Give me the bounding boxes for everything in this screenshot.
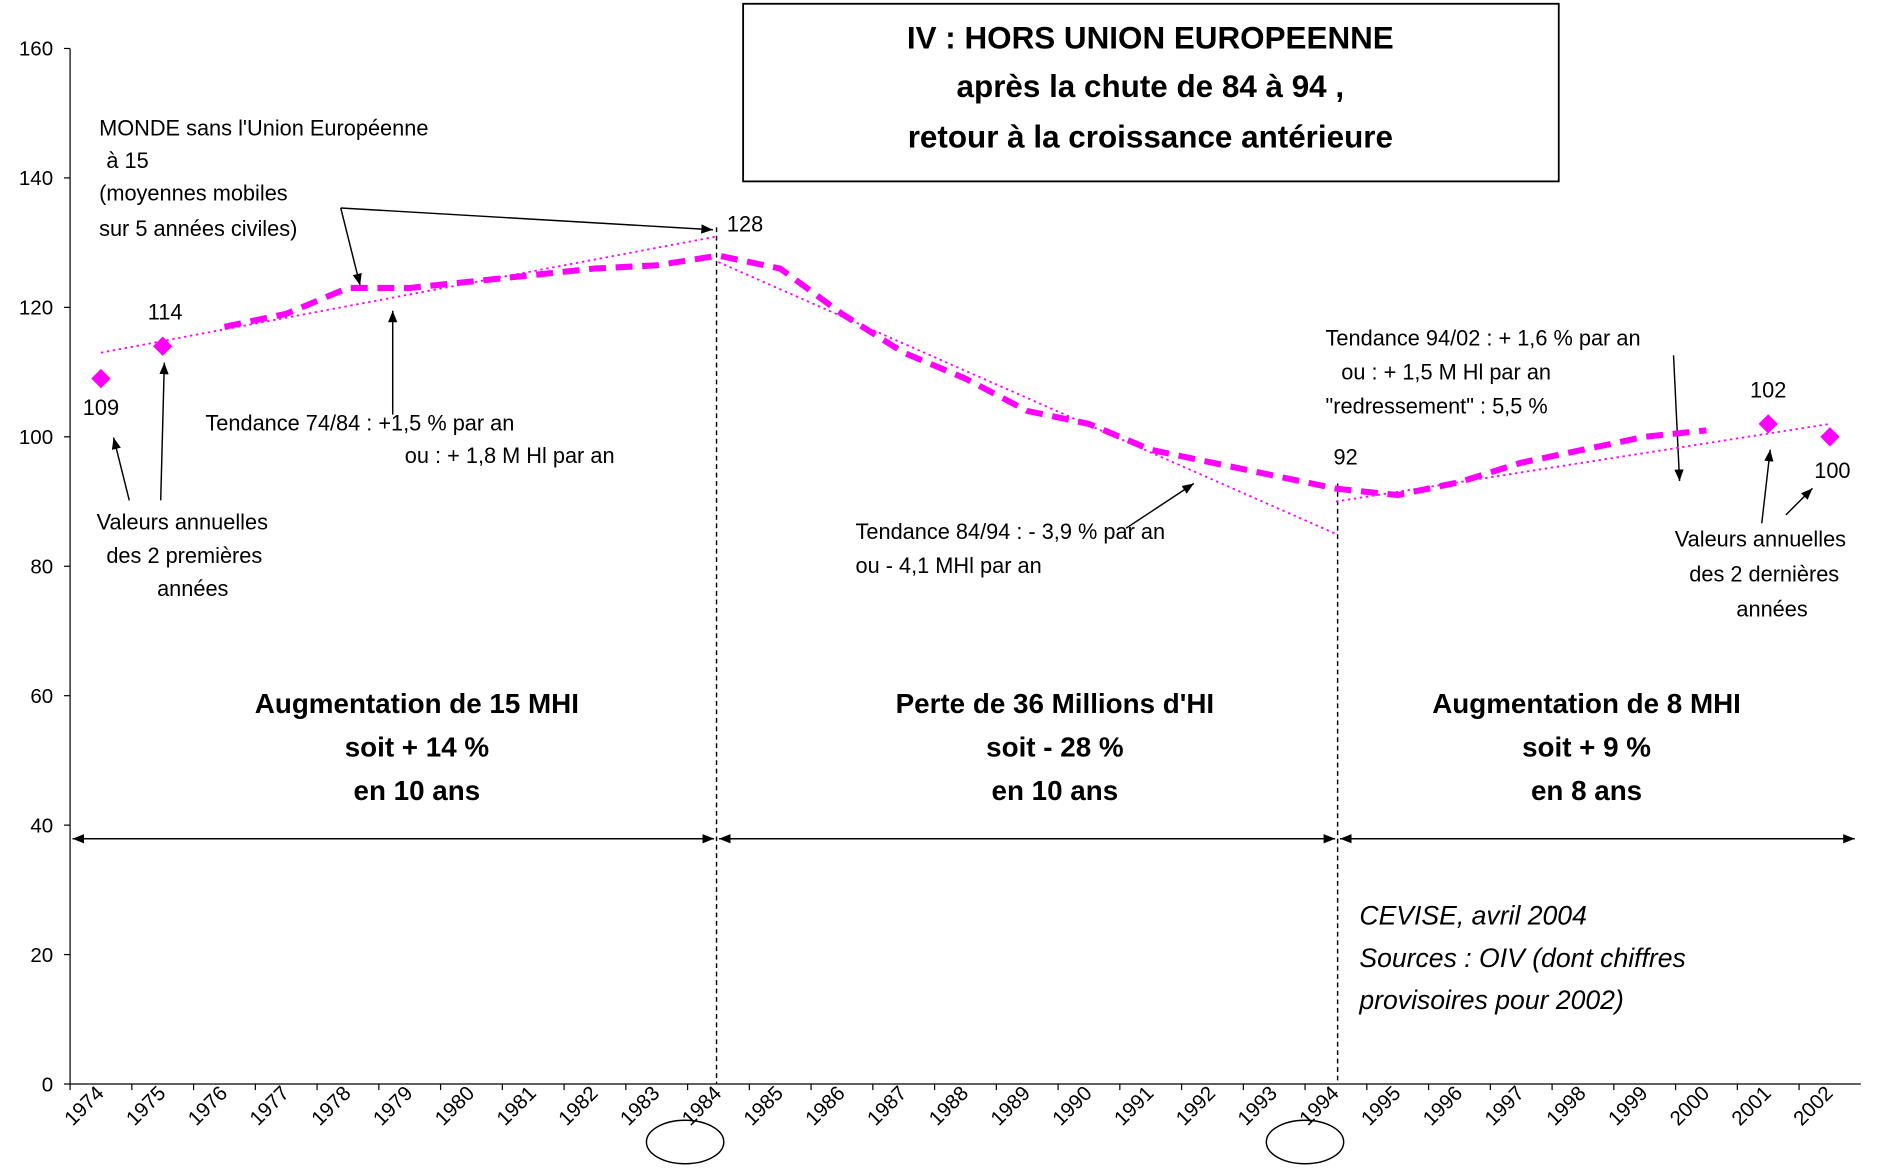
annotation: des 2 dernières [1689, 561, 1839, 586]
x-tick-label: 2002 [1789, 1082, 1838, 1131]
annotation: "redressement" : 5,5 % [1326, 393, 1548, 418]
data-label: 102 [1750, 377, 1786, 402]
trend-line [718, 261, 1337, 535]
period-label: soit - 28 % [986, 732, 1123, 763]
chart-title: après la chute de 84 à 94 , [957, 69, 1345, 104]
x-tick-label: 1992 [1171, 1082, 1220, 1131]
source-note: CEVISE, avril 2004 [1359, 901, 1587, 931]
x-tick-label: 1983 [616, 1082, 665, 1131]
annotation: (moyennes mobiles [99, 181, 288, 206]
data-point [1820, 427, 1840, 447]
moving-average-line [223, 252, 1707, 499]
x-tick-label: 1987 [863, 1082, 912, 1131]
x-tick-label: 1976 [183, 1082, 232, 1131]
x-tick-label: 1993 [1233, 1082, 1282, 1131]
x-tick-label: 2000 [1665, 1082, 1714, 1131]
period-label: Perte de 36 Millions d'HI [896, 688, 1214, 719]
title-box [742, 2, 1560, 183]
trend-line [1335, 422, 1831, 503]
annotation: ou : + 1,5 M Hl par an [1341, 360, 1551, 385]
period-label: Augmentation de 8 MHI [1432, 688, 1741, 719]
annotation: à 15 [106, 148, 148, 173]
source-note: provisoires pour 2002) [1358, 985, 1623, 1015]
annotation: Tendance 94/02 : + 1,6 % par an [1326, 326, 1641, 351]
y-tick-label: 40 [30, 814, 53, 837]
x-tick-label: 1982 [554, 1082, 603, 1131]
arrows [72, 207, 1855, 1165]
y-tick-label: 160 [19, 38, 53, 61]
x-tick-label: 1997 [1480, 1082, 1529, 1131]
y-tick-label: 20 [30, 944, 53, 967]
x-tick-label: 1995 [1357, 1082, 1406, 1131]
annotation: des 2 premières [106, 543, 262, 568]
period-label: soit + 14 % [345, 732, 489, 763]
x-tick-label: 1994 [1295, 1082, 1344, 1131]
x-tick-label: 1991 [1110, 1082, 1159, 1131]
data-point [153, 336, 173, 356]
y-tick-label: 140 [19, 167, 53, 190]
x-tick-label: 1999 [1604, 1082, 1653, 1131]
x-tick-label: 1979 [369, 1082, 418, 1131]
annotation: Tendance 84/94 : - 3,9 % par an [856, 519, 1166, 544]
data-label: 109 [83, 395, 119, 420]
period-label: en 8 ans [1531, 775, 1642, 806]
annotation: années [157, 576, 228, 601]
data-point [91, 368, 111, 389]
data-point [1758, 414, 1778, 434]
data-label: 100 [1814, 458, 1850, 483]
period-label: soit + 9 % [1522, 732, 1651, 763]
annotation: ou - 4,1 MHl par an [856, 553, 1042, 578]
period-label: Augmentation de 15 MHI [255, 688, 579, 719]
annotation: Valeurs annuelles [97, 509, 268, 534]
chart-title: retour à la croissance antérieure [908, 120, 1393, 155]
x-tick-label: 1981 [492, 1082, 541, 1131]
x-tick-label: 1975 [122, 1082, 171, 1131]
x-tick-label: 1985 [739, 1082, 788, 1131]
period-label: en 10 ans [992, 775, 1119, 806]
y-tick-label: 60 [30, 685, 53, 708]
y-tick-label: 80 [30, 556, 53, 579]
x-tick-label: 1986 [801, 1082, 850, 1131]
chart-title: IV : HORS UNION EUROPEENNE [907, 20, 1394, 55]
data-label: 92 [1334, 444, 1358, 469]
annotation: sur 5 années civiles) [99, 216, 297, 241]
period-label: en 10 ans [354, 775, 481, 806]
x-tick-label: 1996 [1418, 1082, 1467, 1131]
y-tick-label: 120 [19, 297, 53, 320]
annotation: ou : + 1,8 M Hl par an [405, 443, 615, 468]
annotation: années [1736, 596, 1807, 621]
data-label: 128 [727, 211, 763, 236]
x-tick-label: 1980 [430, 1082, 479, 1131]
x-tick-label: 2001 [1727, 1082, 1776, 1131]
annotation: MONDE sans l'Union Européenne [99, 115, 428, 140]
annotation: Valeurs annuelles [1675, 526, 1846, 551]
x-tick-label: 1998 [1542, 1082, 1591, 1131]
x-tick-label: 1974 [60, 1082, 109, 1131]
y-tick-label: 0 [42, 1073, 53, 1096]
data-label: 114 [148, 300, 183, 325]
x-tick-label: 1977 [245, 1082, 294, 1131]
x-tick-label: 1989 [986, 1082, 1035, 1131]
y-tick-label: 100 [19, 426, 53, 449]
x-tick-label: 1988 [924, 1082, 973, 1131]
source-note: Sources : OIV (dont chiffres [1359, 943, 1685, 973]
x-tick-label: 1990 [1048, 1082, 1097, 1131]
trend-line [100, 235, 719, 354]
x-tick-label: 1978 [307, 1082, 356, 1131]
annotation: Tendance 74/84 : +1,5 % par an [205, 410, 514, 435]
